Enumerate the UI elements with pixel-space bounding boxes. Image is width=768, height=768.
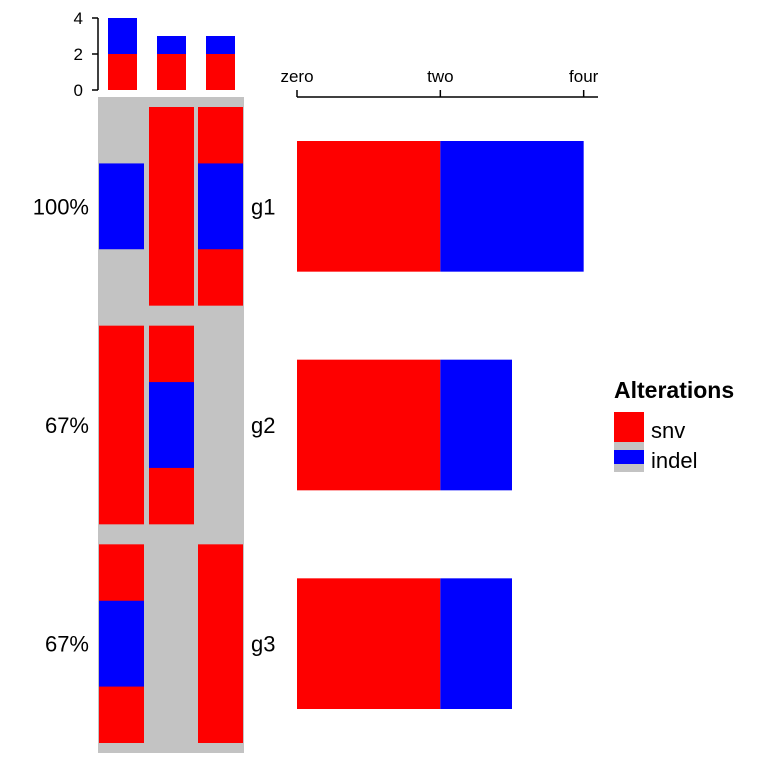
right-stacked-barplot: zero two four (280, 67, 599, 709)
percent-label-g3: 67% (45, 632, 89, 657)
top-y-tick-label: 0 (74, 81, 83, 100)
top-bar-indel-s2 (157, 36, 186, 54)
legend-swatch-indel (614, 450, 644, 464)
gene-label-g2: g2 (251, 413, 275, 438)
top-y-tick-label: 4 (74, 9, 83, 28)
legend-swatch-snv (614, 412, 644, 442)
gene-label-g3: g3 (251, 632, 275, 657)
top-stacked-barplot: 0 2 4 (74, 9, 235, 100)
cell-indel-g3-s1 (99, 600, 144, 687)
cell-snv-g3-s3 (198, 544, 243, 743)
top-bar-snv-s3 (206, 54, 235, 90)
top-bar-indel-s3 (206, 36, 235, 54)
right-x-tick-label: zero (280, 67, 313, 86)
oncoprint-matrix (98, 97, 244, 753)
top-bar-indel-s1 (108, 18, 137, 54)
cell-indel-g1-s3 (198, 163, 243, 250)
right-bar-indel-g3 (440, 578, 512, 709)
right-bar-indel-g1 (440, 141, 584, 272)
right-bar-indel-g2 (440, 359, 512, 491)
right-bar-snv-g1 (297, 141, 441, 272)
percent-label-g1: 100% (33, 194, 89, 219)
percent-labels: 100% 67% 67% (33, 194, 89, 656)
cell-indel-g1-s1 (99, 163, 144, 250)
cell-snv-g2-s1 (99, 325, 144, 525)
legend: Alterations snv indel (614, 377, 734, 473)
cell-snv-g1-s2 (149, 107, 194, 306)
gene-label-g1: g1 (251, 194, 275, 219)
percent-label-g2: 67% (45, 413, 89, 438)
right-x-tick-label: two (427, 67, 453, 86)
gene-labels: g1 g2 g3 (251, 194, 275, 656)
top-bar-snv-s2 (157, 54, 186, 90)
legend-label-indel: indel (651, 448, 697, 473)
right-bar-snv-g3 (297, 578, 441, 709)
top-bar-snv-s1 (108, 54, 137, 90)
legend-label-snv: snv (651, 418, 685, 443)
top-y-tick-label: 2 (74, 45, 83, 64)
right-x-tick-label: four (569, 67, 599, 86)
legend-title: Alterations (614, 377, 734, 403)
cell-indel-g2-s2 (149, 382, 194, 468)
right-bar-snv-g2 (297, 359, 441, 491)
